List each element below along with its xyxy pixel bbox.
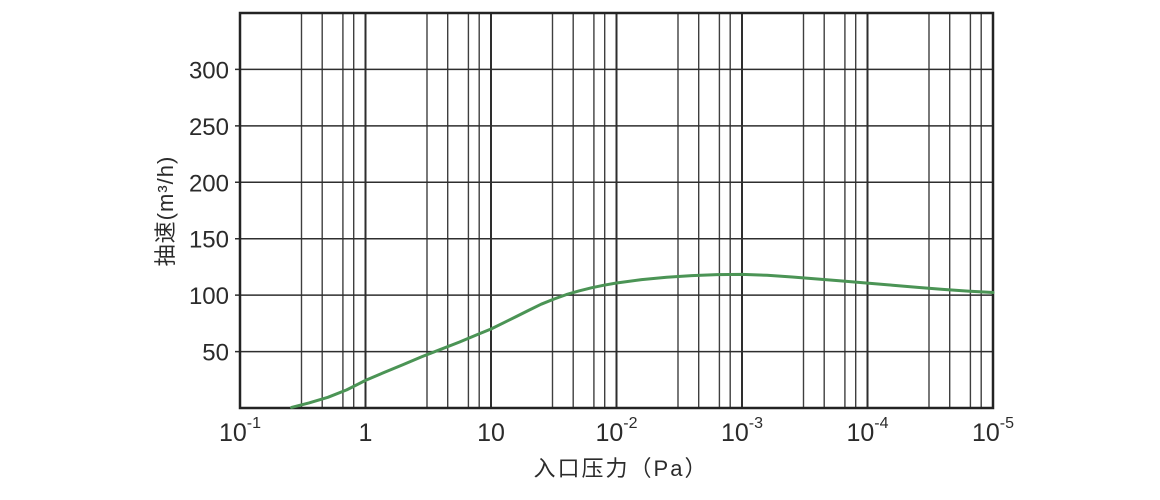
- x-tick-label: 10-5: [972, 415, 1014, 447]
- horizontal-gridlines: [235, 68, 993, 353]
- x-tick-label: 1: [359, 419, 373, 447]
- major-gridlines: [364, 13, 869, 408]
- plot-border: [238, 11, 995, 410]
- x-tick-label: 10: [477, 419, 505, 447]
- y-tick-label: 200: [189, 170, 229, 197]
- speed-curve: [290, 272, 995, 409]
- x-tick-label: 10-1: [219, 415, 261, 447]
- x-tick-label: 10-3: [721, 415, 763, 447]
- x-tick-label: 10-4: [846, 415, 888, 447]
- x-axis-title: 入口压力（Pa）: [533, 456, 709, 481]
- y-tick-label: 100: [189, 283, 229, 310]
- y-tick-label: 250: [189, 114, 229, 141]
- y-axis-title: 抽速(m³/h): [153, 155, 178, 267]
- y-tick-label: 300: [189, 57, 229, 84]
- y-tick-label: 150: [189, 227, 229, 254]
- y-tick-label: 50: [202, 340, 229, 367]
- minor-gridlines: [300, 13, 982, 408]
- x-tick-labels: 10-1 1 10 10-2 10-3 10-4 10-5: [219, 415, 1014, 447]
- x-tick-label: 10-2: [595, 415, 637, 447]
- y-tick-labels: 50 100 150 200 250 300: [189, 57, 229, 366]
